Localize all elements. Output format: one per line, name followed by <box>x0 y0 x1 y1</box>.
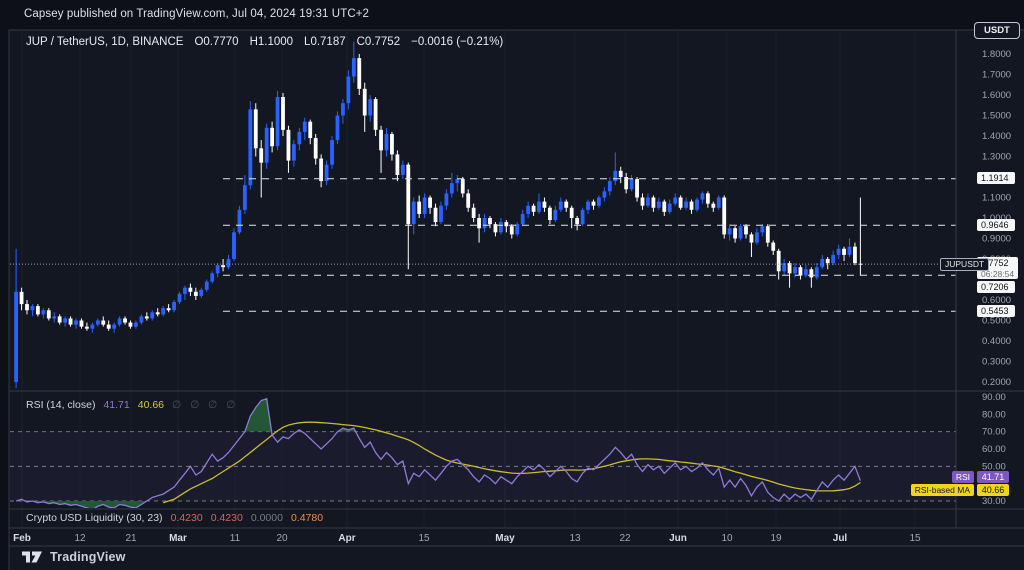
symbol-title: JUP / TetherUS, 1D, BINANCE <box>26 36 184 48</box>
time-axis-label: 20 <box>276 533 288 544</box>
time-axis-label: 15 <box>418 533 430 544</box>
price-tick-label: 1.5000 <box>982 111 1011 122</box>
price-tick-label: 0.3000 <box>982 357 1011 368</box>
time-axis[interactable]: Feb 12 21 Mar 11 20 Apr 15 May 13 22 Jun 10 19 Jul 15 <box>13 533 921 544</box>
time-axis-label: 19 <box>770 533 782 544</box>
publish-info: Capsey published on TradingView.com, Jul… <box>24 8 370 20</box>
price-tick-label: 0.2000 <box>982 377 1011 388</box>
symbol-legend[interactable]: JUP / TetherUS, 1D, BINANCE O0.7770 H1.1… <box>26 36 503 48</box>
time-axis-label: Apr <box>338 533 355 544</box>
rsi-ma-value-badge: 40.66 <box>977 484 1009 496</box>
price-tick-label: 0.5000 <box>982 316 1011 327</box>
tradingview-logo-icon <box>22 551 42 563</box>
rsi-tick-label: 50.00 <box>982 461 1006 472</box>
time-axis-label: 21 <box>125 533 137 544</box>
level-badge-4: 0.5453 <box>977 305 1015 317</box>
price-tick-label: 0.9000 <box>982 234 1011 245</box>
liquidity-legend[interactable]: Crypto USD Liquidity (30, 23) 0.4230 0.4… <box>26 512 323 524</box>
rsi-ma-plot-label: RSI-based MA <box>910 484 974 496</box>
symbol-price-label: JUPUSDT <box>940 258 990 271</box>
ohlc-open: O0.7770 <box>194 36 239 48</box>
rsi-tick-label: 30.00 <box>982 496 1006 507</box>
price-tick-label: 0.6000 <box>982 295 1011 306</box>
liquidity-legend-title: Crypto USD Liquidity (30, 23) <box>26 512 163 524</box>
time-axis-label: 11 <box>230 533 241 544</box>
time-axis-label: 12 <box>74 533 86 544</box>
liquidity-value-1: 0.4230 <box>170 512 203 524</box>
time-axis-label: Jun <box>669 533 687 544</box>
footer-brand-text: TradingView <box>50 550 126 564</box>
liquidity-value-3: 0.0000 <box>250 512 283 524</box>
pane-separators[interactable] <box>9 29 1024 547</box>
rsi-ma-line <box>163 421 861 504</box>
rsi-line <box>15 397 862 508</box>
time-axis-label: 13 <box>569 533 581 544</box>
rsi-scale-ticks[interactable]: 90.00 80.00 70.00 60.00 50.00 30.00 <box>982 392 1006 507</box>
rsi-band-fill <box>10 431 956 501</box>
rsi-legend[interactable]: RSI (14, close) 41.71 40.66 ∅ ∅ ∅ ∅ <box>26 399 238 411</box>
currency-toggle-button[interactable]: USDT <box>974 22 1020 39</box>
price-tick-label: 1.7000 <box>982 70 1011 81</box>
rsi-overbought-fill <box>244 398 356 432</box>
price-tick-label: 1.6000 <box>982 90 1011 101</box>
price-tick-label: 1.0000 <box>982 213 1011 224</box>
time-axis-label: 10 <box>721 533 733 544</box>
rsi-legend-title: RSI (14, close) <box>26 399 96 411</box>
ohlc-low: L0.7187 <box>304 36 346 48</box>
bar-countdown: 06:28:54 <box>981 269 1015 279</box>
rsi-tick-label: 90.00 <box>982 392 1006 403</box>
time-axis-label: Feb <box>13 533 31 544</box>
level-badge-2: 0.9646 <box>977 219 1015 231</box>
time-axis-label: May <box>495 533 515 544</box>
rsi-empty-values: ∅ ∅ ∅ ∅ <box>172 399 239 411</box>
price-tick-label: 1.8000 <box>982 49 1011 60</box>
time-axis-label: Jul <box>833 533 848 544</box>
current-price-value: 0.7752 <box>981 258 1009 268</box>
liquidity-value-2: 0.4230 <box>210 512 243 524</box>
ohlc-close: C0.7752 <box>356 36 401 48</box>
time-axis-label: Mar <box>169 533 187 544</box>
level-badge-1: 1.1914 <box>977 172 1015 184</box>
rsi-tick-label: 60.00 <box>982 444 1006 455</box>
price-tick-label: 1.1000 <box>982 193 1011 204</box>
price-tick-label: 1.4000 <box>982 131 1011 142</box>
level-badge-3: 0.7206 <box>977 281 1015 293</box>
rsi-value-badge: 41.71 <box>977 471 1009 483</box>
grid-lines <box>21 31 916 528</box>
rsi-tick-label: 70.00 <box>982 427 1006 438</box>
price-tick-label: 1.3000 <box>982 152 1011 163</box>
rsi-oversold-fill <box>16 501 861 508</box>
candles-layer <box>14 41 863 389</box>
footer-branding[interactable]: TradingView <box>22 550 126 564</box>
rsi-plots <box>15 397 862 508</box>
liquidity-value-4: 0.4780 <box>290 512 324 524</box>
price-tick-label: 0.4000 <box>982 336 1011 347</box>
ohlc-change: −0.0016 (−0.21%) <box>411 36 504 48</box>
rsi-legend-value: 41.71 <box>103 399 130 411</box>
time-axis-label: 15 <box>909 533 921 544</box>
ohlc-high: H1.1000 <box>249 36 294 48</box>
rsi-ma-legend-value: 40.66 <box>137 399 165 411</box>
rsi-plot-label: RSI <box>951 471 974 483</box>
price-level-lines[interactable] <box>223 178 956 312</box>
time-axis-label: 22 <box>619 533 631 544</box>
rsi-tick-label: 80.00 <box>982 409 1006 420</box>
